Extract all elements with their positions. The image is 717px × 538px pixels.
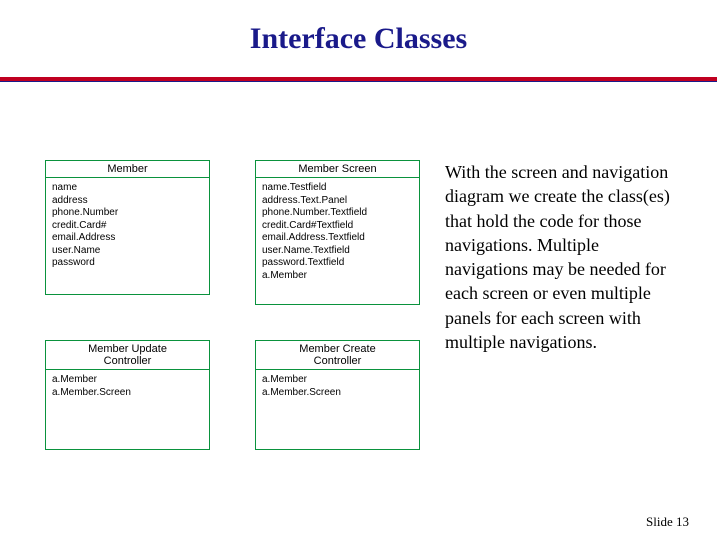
attr: a.Member	[262, 374, 413, 387]
attr: name.Testfield	[262, 182, 413, 195]
attr: password	[52, 257, 203, 270]
class-header: Member	[46, 161, 209, 177]
attr: a.Member.Screen	[52, 387, 203, 400]
class-box-member: Member name address phone.Number credit.…	[45, 160, 210, 295]
slide-number: Slide 13	[646, 514, 689, 530]
class-attrs: a.Member a.Member.Screen	[256, 370, 419, 405]
attr: phone.Number.Textfield	[262, 207, 413, 220]
attr: user.Name	[52, 245, 203, 258]
attr: phone.Number	[52, 207, 203, 220]
class-header: Member UpdateController	[46, 341, 209, 369]
description-text: With the screen and navigation diagram w…	[445, 160, 685, 354]
attr: a.Member.Screen	[262, 387, 413, 400]
attr: credit.Card#	[52, 220, 203, 233]
attr: credit.Card#Textfield	[262, 220, 413, 233]
attr: password.Textfield	[262, 257, 413, 270]
slide: Interface Classes Member name address ph…	[0, 0, 717, 538]
attr: email.Address	[52, 232, 203, 245]
class-header: Member Screen	[256, 161, 419, 177]
class-box-member-screen: Member Screen name.Testfield address.Tex…	[255, 160, 420, 305]
class-box-member-create-controller: Member CreateController a.Member a.Membe…	[255, 340, 420, 450]
attr: a.Member	[52, 374, 203, 387]
attr: user.Name.Textfield	[262, 245, 413, 258]
divider-blue	[0, 81, 717, 82]
class-header: Member CreateController	[256, 341, 419, 369]
class-attrs: a.Member a.Member.Screen	[46, 370, 209, 405]
slide-title: Interface Classes	[0, 22, 717, 56]
class-attrs: name address phone.Number credit.Card# e…	[46, 178, 209, 276]
attr: address	[52, 195, 203, 208]
attr: a.Member	[262, 270, 413, 283]
class-box-member-update-controller: Member UpdateController a.Member a.Membe…	[45, 340, 210, 450]
attr: address.Text.Panel	[262, 195, 413, 208]
attr: email.Address.Textfield	[262, 232, 413, 245]
attr: name	[52, 182, 203, 195]
content-area: Member name address phone.Number credit.…	[45, 160, 685, 498]
class-attrs: name.Testfield address.Text.Panel phone.…	[256, 178, 419, 288]
